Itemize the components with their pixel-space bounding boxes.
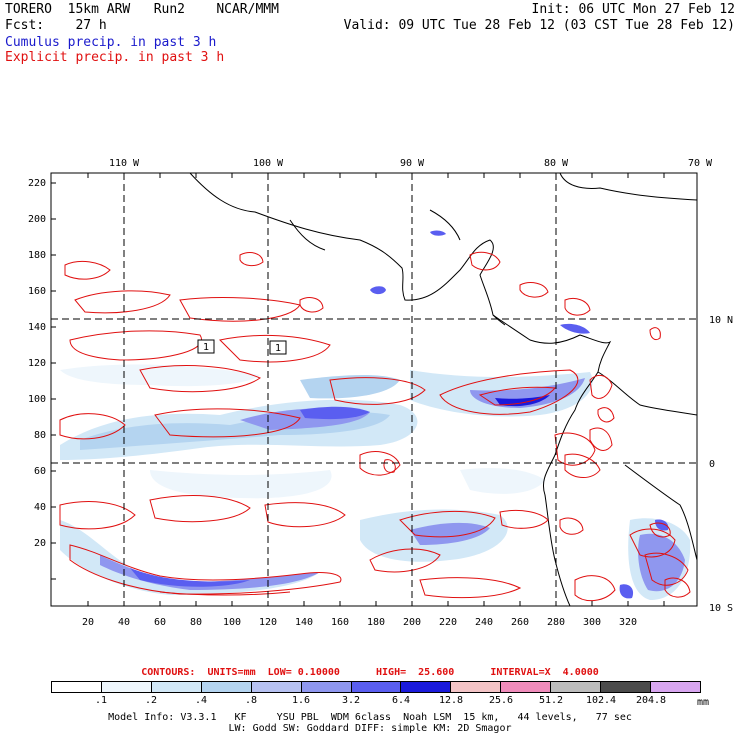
header-init-time: Init: 06 UTC Mon 27 Feb 12 <box>531 2 736 17</box>
left-grid-labels: 220 200 180 160 140 120 100 80 60 40 20 <box>28 178 46 549</box>
bottom-grid-label: 140 <box>295 617 313 628</box>
legend-color-cell <box>101 682 152 692</box>
bottom-grid-label: 100 <box>223 617 241 628</box>
bottom-grid-label: 240 <box>475 617 493 628</box>
box-label-2 <box>269 340 287 355</box>
map-frame <box>50 172 698 607</box>
lat-label-10s: 10 S <box>709 603 733 614</box>
bottom-grid-label: 120 <box>259 617 277 628</box>
legend-color-cell <box>151 682 202 692</box>
left-grid-label: 40 <box>34 502 46 513</box>
legend-label: 51.2 <box>538 695 564 706</box>
legend-label: 12.8 <box>438 695 464 706</box>
legend-label: .8 <box>244 695 258 706</box>
left-grid-label: 100 <box>28 394 46 405</box>
contours-info: CONTOURS: UNITS=mm LOW= 0.10000 HIGH= 25… <box>141 667 599 678</box>
lon-label-80w: 80 W <box>544 158 569 169</box>
bottom-grid-label: 200 <box>403 617 421 628</box>
left-grid-label: 20 <box>34 538 46 549</box>
bottom-grid-label: 40 <box>118 617 130 628</box>
legend-color-cell <box>601 682 652 692</box>
left-grid-label: 140 <box>28 322 46 333</box>
legend-color-cell <box>401 682 452 692</box>
left-grid-label: 220 <box>28 178 46 189</box>
legend-label: .1 <box>94 695 108 706</box>
bottom-grid-label: 160 <box>331 617 349 628</box>
bottom-grid-label: 80 <box>190 617 202 628</box>
lon-label-90w: 90 W <box>400 158 425 169</box>
legend-label: 25.6 <box>488 695 514 706</box>
left-grid-label: 80 <box>34 430 46 441</box>
legend-color-cell <box>52 682 102 692</box>
legend-color-cell <box>501 682 552 692</box>
bottom-grid-label: 300 <box>583 617 601 628</box>
legend-color-cell <box>251 682 302 692</box>
grid-ticks <box>51 173 665 606</box>
model-info-line1: Model Info: V3.3.1 KF YSU PBL WDM 6class… <box>108 712 632 723</box>
explicit-precip-contours <box>59 251 691 602</box>
left-grid-label: 120 <box>28 358 46 369</box>
legend-color-cell <box>201 682 252 692</box>
box-label-1 <box>197 339 215 354</box>
lat-label-10n: 10 N <box>709 315 733 326</box>
bottom-grid-label: 180 <box>367 617 385 628</box>
legend-color-cell <box>301 682 352 692</box>
legend-label: .2 <box>144 695 158 706</box>
lat-label-0: 0 <box>709 459 715 470</box>
legend-label: 3.2 <box>341 695 361 706</box>
lat-lon-grid <box>51 173 697 606</box>
legend-label: 1.6 <box>291 695 311 706</box>
precip-color-scale <box>51 681 701 693</box>
legend-label: 204.8 <box>635 695 667 706</box>
lon-label-110w: 110 W <box>109 158 140 169</box>
cumulus-precip-shading <box>60 230 691 600</box>
legend-color-cell <box>351 682 402 692</box>
bottom-grid-label: 320 <box>619 617 637 628</box>
header-valid-time: Valid: 09 UTC Tue 28 Feb 12 (03 CST Tue … <box>343 18 735 33</box>
header-explicit-label: Explicit precip. in past 3 h <box>5 50 225 65</box>
header-forecast-hour: Fcst: 27 h <box>5 18 107 33</box>
bottom-grid-label: 20 <box>82 617 94 628</box>
legend-color-cell <box>551 682 602 692</box>
bottom-grid-label: 260 <box>511 617 529 628</box>
legend-label: .4 <box>194 695 208 706</box>
left-grid-label: 160 <box>28 286 46 297</box>
header-line1-left: TORERO 15km ARW Run2 NCAR/MMM <box>5 2 279 17</box>
left-grid-label: 60 <box>34 466 46 477</box>
lon-label-70w: 70 W <box>688 158 713 169</box>
lon-label-100w: 100 W <box>253 158 284 169</box>
bottom-grid-label: 60 <box>154 617 166 628</box>
legend-color-cell <box>651 682 700 692</box>
legend-color-cell <box>451 682 502 692</box>
bottom-grid-label: 220 <box>439 617 457 628</box>
left-grid-label: 180 <box>28 250 46 261</box>
header-cumulus-label: Cumulus precip. in past 3 h <box>5 35 217 50</box>
legend-label: 102.4 <box>585 695 617 706</box>
precip-scale-unit: mm <box>697 697 710 708</box>
box-label-2-text: 1 <box>275 343 281 354</box>
bottom-grid-label: 280 <box>547 617 565 628</box>
box-label-1-text: 1 <box>203 342 209 353</box>
bottom-grid-labels: 20 40 60 80 100 120 140 160 180 200 220 240 260 280 30… <box>82 617 637 628</box>
left-grid-label: 200 <box>28 214 46 225</box>
model-info-line2: LW: Godd SW: Goddard DIFF: simple KM: 2D… <box>228 723 512 734</box>
legend-label: 6.4 <box>391 695 411 706</box>
